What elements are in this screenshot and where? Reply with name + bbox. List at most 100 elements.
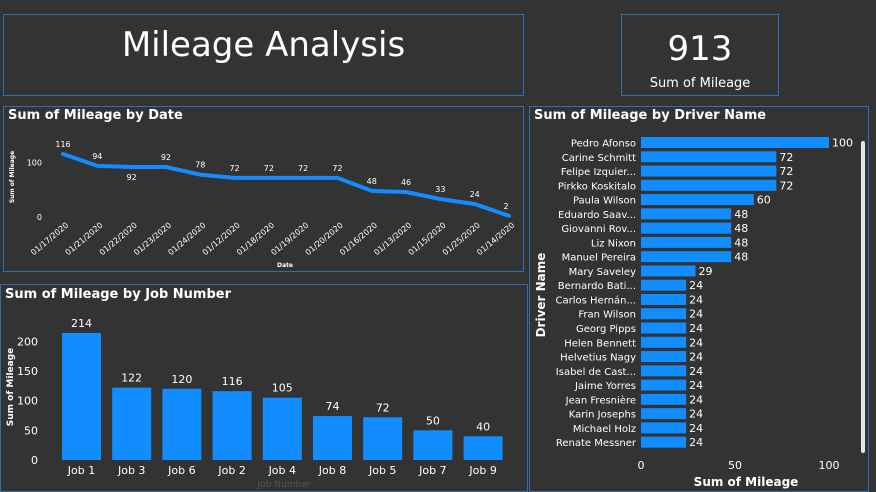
job-bar xyxy=(112,387,152,460)
y-tick-label: Liz Nixon xyxy=(591,238,636,249)
y-tick-label: Carine Schmitt xyxy=(562,153,636,164)
y-tick-label: Felipe Izquier... xyxy=(561,167,636,178)
driver-bar xyxy=(641,436,687,448)
x-tick-label: Job 9 xyxy=(468,464,496,477)
data-label: 24 xyxy=(689,293,703,306)
driver-bar xyxy=(641,393,687,405)
x-tick-label: 100 xyxy=(819,459,840,472)
data-label: 100 xyxy=(832,137,853,150)
y-axis-label: Sum of Mileage xyxy=(9,151,16,203)
x-tick-label: Job 2 xyxy=(217,464,245,477)
driver-bar xyxy=(641,336,687,348)
driver-bar xyxy=(641,322,687,334)
y-tick-label: Eduardo Saav... xyxy=(558,210,636,221)
y-tick-label: Fran Wilson xyxy=(578,310,636,321)
data-label: 24 xyxy=(689,322,703,335)
kpi-card[interactable]: 913 Sum of Mileage xyxy=(621,14,779,96)
date-chart-title: Sum of Mileage by Date xyxy=(8,108,183,123)
driver-bar xyxy=(641,137,829,148)
y-axis-label: Sum of Mileage xyxy=(6,348,16,426)
kpi-value: 913 xyxy=(667,29,733,69)
x-tick-label: Job 3 xyxy=(117,464,145,477)
job-bar xyxy=(463,436,503,460)
job-chart-title: Sum of Mileage by Job Number xyxy=(5,287,232,302)
x-axis-label: Job Number xyxy=(257,480,311,490)
scrollbar[interactable] xyxy=(861,141,865,453)
x-tick-label: 50 xyxy=(728,459,742,472)
driver-bar xyxy=(641,251,732,263)
data-label: 24 xyxy=(689,351,703,364)
x-tick-label: Job 6 xyxy=(167,464,195,477)
data-label: 46 xyxy=(401,178,411,187)
data-label: 94 xyxy=(92,152,102,161)
data-label: 72 xyxy=(779,151,793,164)
driver-bar xyxy=(641,365,687,377)
data-label: 92 xyxy=(161,153,171,162)
driver-bar xyxy=(641,179,777,191)
data-label: 72 xyxy=(298,164,308,173)
driver-bar xyxy=(641,165,777,177)
driver-bar xyxy=(641,408,687,420)
y-tick-label: Pirkko Koskitalo xyxy=(558,181,636,192)
driver-bar xyxy=(641,265,696,277)
data-label: 214 xyxy=(71,317,92,330)
date-chart-panel[interactable]: Sum of Mileage by Date 0 100 Sum of Mileag… xyxy=(3,106,524,272)
driver-chart-panel[interactable]: Sum of Mileage by Driver Name Pedro Afon… xyxy=(529,106,869,492)
x-tick-label: Job 1 xyxy=(67,464,95,477)
driver-bar xyxy=(641,279,687,291)
data-label: 116 xyxy=(55,140,70,149)
data-label: 24 xyxy=(689,393,703,406)
y-tick-label: Bernardo Bati... xyxy=(558,281,636,292)
driver-bar xyxy=(641,194,754,206)
data-label: 116 xyxy=(222,375,243,388)
data-label: 92 xyxy=(127,173,137,182)
driver-bar xyxy=(641,422,687,434)
data-label: 72 xyxy=(779,165,793,178)
y-tick-label: 150 xyxy=(17,365,38,378)
y-tick-label: Pedro Afonso xyxy=(571,139,636,150)
data-label: 72 xyxy=(229,164,239,173)
driver-chart-title: Sum of Mileage by Driver Name xyxy=(534,108,767,123)
data-label: 48 xyxy=(734,251,748,264)
data-label: 24 xyxy=(689,279,703,292)
job-bar xyxy=(212,391,252,460)
data-label: 72 xyxy=(264,164,274,173)
data-label: 40 xyxy=(476,420,490,433)
data-label: 48 xyxy=(734,222,748,235)
y-tick-label: Karin Josephs xyxy=(569,410,636,421)
x-tick-label: Job 8 xyxy=(318,464,346,477)
data-label: 24 xyxy=(689,336,703,349)
y-tick-label: Helen Bennett xyxy=(564,338,636,349)
job-bar xyxy=(313,416,352,460)
driver-bar xyxy=(641,379,687,391)
y-tick-label: Manuel Pereira xyxy=(562,253,636,264)
x-tick-label: 0 xyxy=(638,459,645,472)
series-line xyxy=(61,152,511,218)
driver-bar xyxy=(641,293,687,305)
data-label: 48 xyxy=(734,208,748,221)
x-tick-label: 01/14/2020 xyxy=(475,221,516,258)
y-tick-label: 0 xyxy=(37,213,42,222)
data-label: 72 xyxy=(332,164,342,173)
data-label: 74 xyxy=(326,400,340,413)
data-label: 120 xyxy=(171,373,192,386)
y-tick-label: 0 xyxy=(31,454,38,467)
title-panel: Mileage Analysis xyxy=(3,14,524,96)
job-chart-panel[interactable]: Sum of Mileage by Job Number 0 50 100 150 20… xyxy=(0,284,528,492)
driver-bar xyxy=(641,351,687,363)
driver-bar xyxy=(641,208,732,220)
data-label: 33 xyxy=(435,185,445,194)
data-label: 24 xyxy=(689,422,703,435)
x-axis-label: Sum of Mileage xyxy=(694,475,799,489)
y-tick-label: Isabel de Cast... xyxy=(556,367,636,378)
data-label: 2 xyxy=(503,202,508,211)
x-tick-label: Job 7 xyxy=(418,464,446,477)
y-tick-label: Paula Wilson xyxy=(573,196,636,207)
data-label: 24 xyxy=(689,365,703,378)
data-label: 105 xyxy=(272,382,293,395)
driver-bar-chart[interactable]: Pedro Afonso 100 Carine Schmitt 72 Felipe Iz… xyxy=(530,107,868,491)
y-tick-label: Carlos Hernán... xyxy=(556,294,636,306)
data-label: 78 xyxy=(195,161,205,170)
